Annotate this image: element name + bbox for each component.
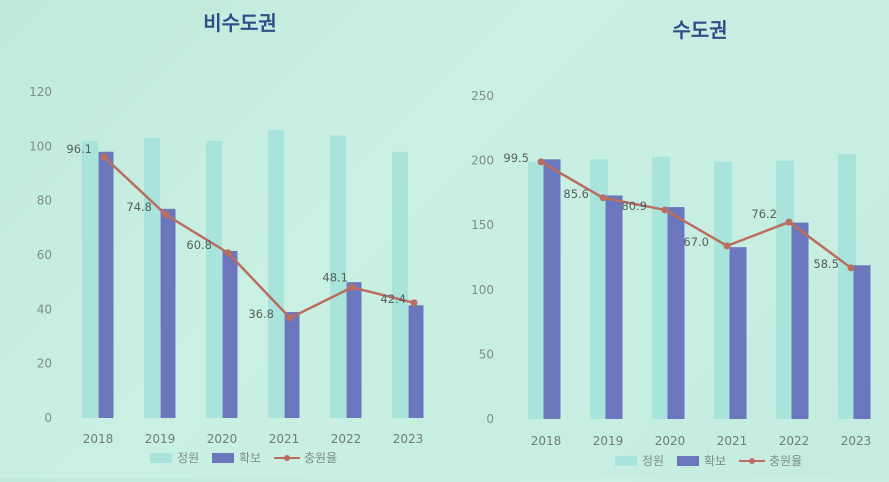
x-tick-label: 2018 xyxy=(83,432,114,446)
chart-title: 비수도권 xyxy=(203,11,277,35)
rate-marker xyxy=(286,314,294,322)
y-tick-label: 20 xyxy=(37,357,52,371)
bar-secured xyxy=(605,195,623,419)
x-tick-label: 2020 xyxy=(207,432,238,446)
bar-capacity xyxy=(714,161,732,419)
legend-label-secured: 확보 xyxy=(239,451,261,465)
legend-swatch-capacity xyxy=(150,453,172,463)
rate-marker xyxy=(224,249,232,257)
bar-secured xyxy=(346,282,362,418)
legend-swatch-secured xyxy=(212,453,234,463)
bar-capacity xyxy=(528,161,546,419)
bar-capacity xyxy=(144,138,160,418)
y-tick-label: 250 xyxy=(471,89,494,103)
rate-data-label: 60.8 xyxy=(186,238,212,252)
rate-data-label: 96.1 xyxy=(66,142,92,156)
legend-marker-rate xyxy=(749,458,755,464)
rate-marker xyxy=(162,211,170,219)
bar-capacity xyxy=(330,135,346,418)
rate-marker xyxy=(537,158,545,166)
bar-secured xyxy=(729,247,747,419)
x-tick-label: 2022 xyxy=(779,434,810,448)
rate-line xyxy=(540,160,852,269)
rate-line xyxy=(103,156,415,320)
rate-data-label: 85.6 xyxy=(563,187,589,201)
bar-capacity xyxy=(652,156,670,419)
y-tick-label: 120 xyxy=(29,85,52,99)
x-tick-label: 2023 xyxy=(841,434,872,448)
x-tick-label: 2018 xyxy=(531,434,562,448)
rate-marker xyxy=(661,206,669,214)
rate-data-label: 67.0 xyxy=(683,235,709,249)
y-tick-label: 0 xyxy=(44,411,52,425)
rate-data-label: 48.1 xyxy=(322,270,348,284)
rate-marker xyxy=(723,242,731,250)
bar-capacity xyxy=(82,140,98,418)
bar-capacity xyxy=(838,154,856,419)
bar-secured xyxy=(408,305,424,418)
legend-label-rate: 충원율 xyxy=(304,451,337,465)
y-tick-label: 100 xyxy=(471,283,494,297)
rate-data-label: 76.2 xyxy=(751,207,777,221)
rate-data-label: 80.9 xyxy=(621,199,647,213)
y-tick-label: 0 xyxy=(486,412,494,426)
x-tick-label: 2021 xyxy=(269,432,300,446)
x-tick-label: 2019 xyxy=(593,434,624,448)
rate-marker xyxy=(599,194,607,202)
y-tick-label: 150 xyxy=(471,218,494,232)
bar-secured xyxy=(160,208,176,418)
bar-capacity xyxy=(392,151,408,418)
bar-secured xyxy=(98,151,114,418)
rate-marker xyxy=(410,299,418,307)
legend-swatch-capacity xyxy=(615,456,637,466)
x-tick-label: 2022 xyxy=(331,432,362,446)
y-tick-label: 60 xyxy=(37,248,52,262)
x-tick-label: 2020 xyxy=(655,434,686,448)
bar-secured xyxy=(222,250,238,418)
legend-swatch-secured xyxy=(677,456,699,466)
rate-marker xyxy=(847,264,855,272)
legend-label-rate: 충원율 xyxy=(769,454,802,468)
y-tick-label: 80 xyxy=(37,194,52,208)
rate-data-label: 42.4 xyxy=(380,292,406,306)
bar-capacity xyxy=(590,159,608,420)
chart-0: 비수도권 0 20 40 60 80 100 120 2018 2019 2020 2021 2022 2… xyxy=(29,11,424,465)
bar-capacity xyxy=(268,130,284,419)
bar-capacity xyxy=(206,140,222,418)
bar-secured xyxy=(853,265,871,419)
x-tick-label: 2019 xyxy=(145,432,176,446)
chart-1: 수도권 0 50 100 150 200 250 2018 2019 2020 2021 2022 20… xyxy=(471,18,871,468)
y-tick-label: 40 xyxy=(37,302,52,316)
legend-label-capacity: 정원 xyxy=(177,451,199,465)
rate-data-label: 99.5 xyxy=(503,151,529,165)
legend-label-capacity: 정원 xyxy=(642,454,664,468)
rate-marker xyxy=(348,283,356,291)
rate-data-label: 74.8 xyxy=(126,200,152,214)
rate-marker xyxy=(100,153,108,161)
rate-data-label: 36.8 xyxy=(248,307,274,321)
chart-title: 수도권 xyxy=(672,18,727,42)
rate-marker xyxy=(785,218,793,226)
bar-secured xyxy=(667,207,685,419)
rate-data-label: 58.5 xyxy=(813,257,839,271)
x-tick-label: 2021 xyxy=(717,434,748,448)
legend-label-secured: 확보 xyxy=(704,454,726,468)
y-tick-label: 200 xyxy=(471,154,494,168)
bar-capacity xyxy=(776,160,794,419)
bar-secured xyxy=(543,159,561,420)
bar-secured xyxy=(284,312,300,418)
bar-secured xyxy=(791,222,809,419)
y-tick-label: 100 xyxy=(29,139,52,153)
x-tick-label: 2023 xyxy=(393,432,424,446)
legend-marker-rate xyxy=(284,455,290,461)
y-tick-label: 50 xyxy=(479,347,494,361)
